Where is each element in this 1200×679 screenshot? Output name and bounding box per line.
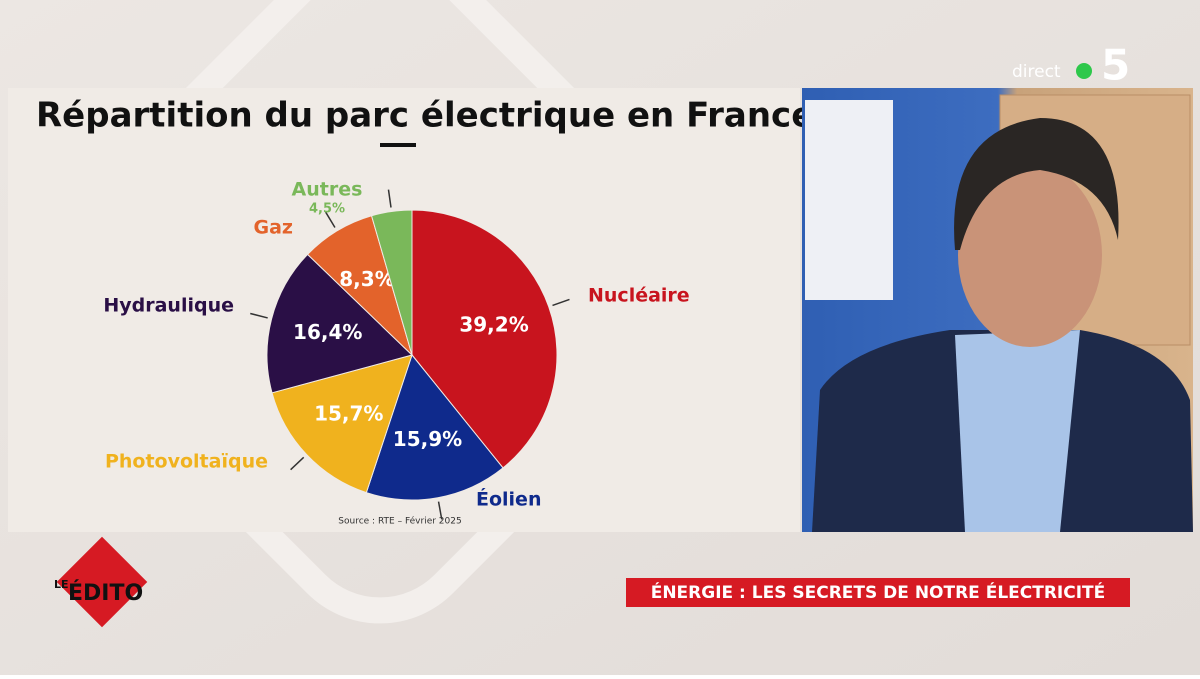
value-label: 15,7% bbox=[314, 401, 383, 425]
leader-line bbox=[437, 501, 443, 520]
pie-slice bbox=[370, 209, 413, 356]
pie-slice bbox=[271, 354, 413, 494]
pie-slice bbox=[365, 353, 504, 501]
live-dot bbox=[1076, 63, 1092, 79]
shirt bbox=[955, 330, 1080, 532]
value-label: 16,4% bbox=[293, 320, 362, 344]
category-label: Gaz bbox=[254, 217, 293, 239]
channel-live: direct bbox=[1012, 62, 1061, 82]
category-label: Hydraulique bbox=[103, 295, 234, 317]
value-label: 15,9% bbox=[393, 427, 462, 451]
pie-slice bbox=[411, 209, 558, 469]
category-label: Autres bbox=[292, 179, 363, 201]
leader-line bbox=[250, 312, 268, 319]
face bbox=[958, 163, 1102, 347]
category-label: Éolien bbox=[476, 488, 541, 511]
leader-line bbox=[290, 456, 305, 471]
logo-top: LE bbox=[54, 578, 69, 591]
pie: Nucléaire 39,2% Éolien 15,9% Photovoltaïque 1… bbox=[103, 179, 690, 520]
value-label: 39,2% bbox=[459, 313, 528, 337]
source: Source : RTE – Février 2025 bbox=[338, 516, 461, 527]
hair bbox=[954, 118, 1119, 250]
category-label: Nucléaire bbox=[588, 285, 690, 307]
leader-line bbox=[552, 298, 570, 307]
headline: ÉNERGIE : LES SECRETS DE NOTRE ÉLECTRICI… bbox=[651, 581, 1106, 603]
logo-main: ÉDITO bbox=[68, 580, 143, 606]
category-label: Photovoltaïque bbox=[105, 451, 268, 473]
channel-number: 5 bbox=[1101, 41, 1130, 90]
value-label: 8,3% bbox=[339, 267, 394, 291]
leader-line bbox=[387, 189, 392, 208]
headline-bar bbox=[626, 578, 1130, 607]
pie-slice bbox=[266, 253, 413, 394]
chart-title: Répartition du parc électrique en France bbox=[36, 96, 814, 136]
title-underline bbox=[380, 143, 416, 147]
value-label: 4,5% bbox=[309, 202, 345, 217]
studio-screen bbox=[805, 100, 893, 300]
leader-line bbox=[324, 211, 336, 228]
